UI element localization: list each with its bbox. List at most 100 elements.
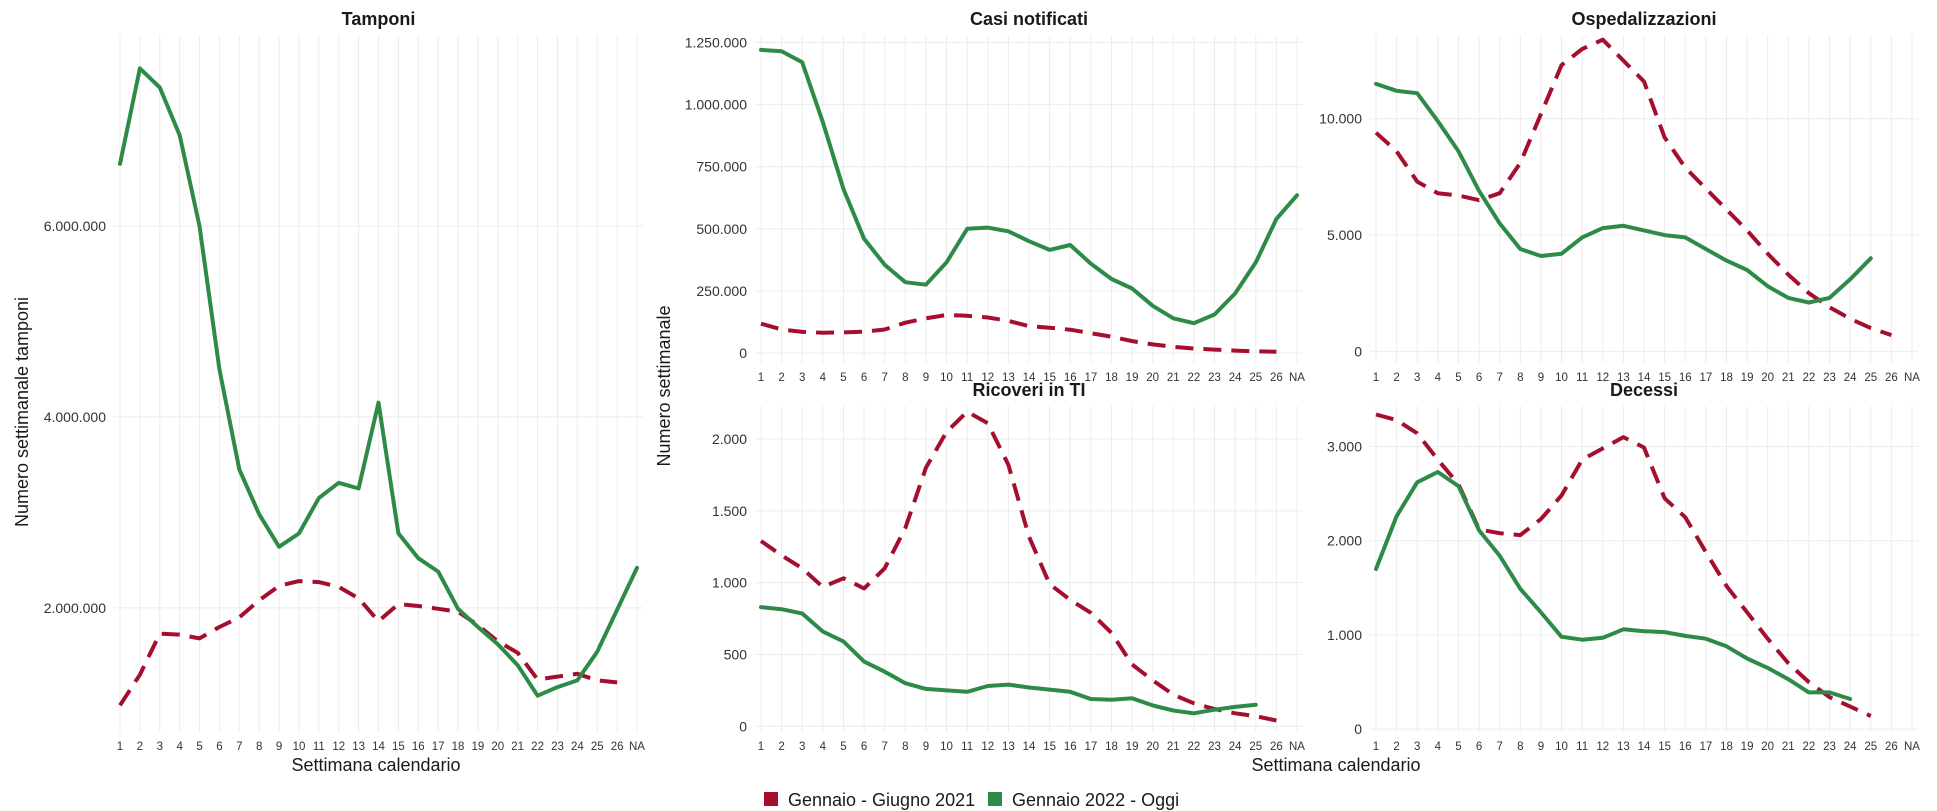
x-tick-label: 2 bbox=[1393, 741, 1399, 753]
x-tick-label: 24 bbox=[1229, 741, 1242, 753]
x-tick-label: 15 bbox=[1658, 372, 1671, 384]
y-tick-label: 1.000 bbox=[1327, 627, 1362, 643]
x-tick-label: 14 bbox=[1023, 741, 1036, 753]
x-tick-label: 4 bbox=[820, 372, 827, 384]
x-tick-label: 7 bbox=[881, 741, 887, 753]
x-tick-label: NA bbox=[1904, 372, 1920, 384]
x-tick-label: 6 bbox=[1476, 741, 1482, 753]
x-tick-label: NA bbox=[1289, 741, 1305, 753]
x-tick-label: 11 bbox=[961, 741, 973, 753]
x-tick-label: 19 bbox=[1741, 372, 1754, 384]
x-tick-label: 4 bbox=[176, 741, 183, 753]
x-tick-label: 23 bbox=[551, 741, 564, 753]
y-tick-label: 250.000 bbox=[696, 283, 747, 299]
x-tick-label: 2 bbox=[778, 741, 784, 753]
x-tick-label: 21 bbox=[1167, 372, 1180, 384]
x-tick-label: 12 bbox=[332, 741, 345, 753]
y-tick-label: 1.000 bbox=[712, 575, 747, 591]
x-tick-label: 16 bbox=[412, 741, 425, 753]
x-tick-label: 4 bbox=[1435, 741, 1442, 753]
x-tick-label: 3 bbox=[1414, 372, 1420, 384]
series-line-gennaio-giugno-2021 bbox=[759, 409, 1277, 723]
y-tick-label: 6.000.000 bbox=[44, 218, 106, 234]
x-tick-label: 26 bbox=[1885, 741, 1898, 753]
x-tick-label: 14 bbox=[1638, 741, 1651, 753]
x-tick-label: 5 bbox=[1455, 741, 1461, 753]
x-tick-label: 22 bbox=[1803, 741, 1816, 753]
x-tick-label: 12 bbox=[1596, 372, 1609, 384]
x-tick-label: 24 bbox=[1844, 741, 1857, 753]
x-tick-label: 19 bbox=[1741, 741, 1754, 753]
y-axis-title-right: Numero settimanale bbox=[654, 305, 674, 466]
x-tick-label: 11 bbox=[961, 372, 973, 384]
y-axis-title-left: Numero settimanale tamponi bbox=[12, 297, 32, 527]
y-tick-label: 2.000 bbox=[712, 431, 747, 447]
x-tick-label: 18 bbox=[1720, 741, 1733, 753]
panel-title-ricoveri-in-ti: Ricoveri in TI bbox=[972, 380, 1085, 400]
x-tick-label: 5 bbox=[196, 741, 202, 753]
x-axis-title-left: Settimana calendario bbox=[291, 755, 460, 775]
x-tick-label: 13 bbox=[352, 741, 365, 753]
x-tick-label: 8 bbox=[902, 741, 908, 753]
x-tick-label: 13 bbox=[1617, 741, 1630, 753]
x-tick-label: 16 bbox=[1679, 372, 1692, 384]
x-tick-label: 12 bbox=[981, 741, 994, 753]
y-tick-label: 1.250.000 bbox=[685, 34, 747, 50]
x-tick-label: 20 bbox=[1761, 741, 1774, 753]
x-tick-label: 11 bbox=[1576, 372, 1588, 384]
x-tick-label: NA bbox=[1289, 372, 1305, 384]
x-tick-label: 21 bbox=[1167, 741, 1180, 753]
x-tick-label: 25 bbox=[591, 741, 604, 753]
x-tick-label: 23 bbox=[1823, 372, 1836, 384]
series-line-gennaio-2022-oggi bbox=[1374, 81, 1873, 305]
legend-swatch-2021 bbox=[764, 792, 778, 806]
x-tick-label: 22 bbox=[1803, 372, 1816, 384]
y-tick-label: 500 bbox=[724, 646, 748, 662]
x-tick-label: 13 bbox=[1002, 741, 1015, 753]
series-line-gennaio-2022-oggi bbox=[1374, 470, 1853, 701]
x-tick-label: 9 bbox=[1538, 372, 1544, 384]
x-tick-label: 20 bbox=[491, 741, 504, 753]
x-tick-label: 2 bbox=[137, 741, 143, 753]
x-tick-label: 12 bbox=[981, 372, 994, 384]
panel-title-decessi: Decessi bbox=[1610, 380, 1678, 400]
x-tick-label: 9 bbox=[276, 741, 282, 753]
x-tick-label: 21 bbox=[1782, 741, 1795, 753]
x-tick-label: 7 bbox=[236, 741, 242, 753]
x-tick-label: 16 bbox=[1679, 741, 1692, 753]
x-tick-label: 14 bbox=[372, 741, 385, 753]
x-tick-label: 1 bbox=[117, 741, 123, 753]
x-tick-label: 8 bbox=[1517, 372, 1523, 384]
panel-title-ospedalizzazioni: Ospedalizzazioni bbox=[1571, 9, 1716, 29]
x-tick-label: 9 bbox=[1538, 741, 1544, 753]
x-tick-label: 17 bbox=[432, 741, 445, 753]
x-tick-label: 6 bbox=[861, 372, 867, 384]
x-tick-label: 19 bbox=[472, 741, 485, 753]
x-tick-label: NA bbox=[629, 741, 645, 753]
x-tick-label: 4 bbox=[820, 741, 827, 753]
x-tick-label: 18 bbox=[1105, 741, 1118, 753]
panel-casi-notificati: Casi notificati 0 250.000 500.000 750.000 1.0… bbox=[685, 9, 1306, 384]
x-tick-label: 4 bbox=[1435, 372, 1442, 384]
x-tick-label: 8 bbox=[1517, 741, 1523, 753]
y-tick-label: 500.000 bbox=[696, 221, 747, 237]
series-line-gennaio-2022-oggi bbox=[118, 66, 639, 698]
x-tick-label: 10 bbox=[940, 741, 953, 753]
x-tick-label: 13 bbox=[1002, 372, 1015, 384]
x-tick-label: 8 bbox=[902, 372, 908, 384]
x-tick-label: 22 bbox=[1188, 741, 1201, 753]
x-tick-label: 7 bbox=[881, 372, 887, 384]
x-tick-label: 11 bbox=[313, 741, 325, 753]
y-tick-label: 0 bbox=[1354, 721, 1362, 737]
x-tick-label: 20 bbox=[1146, 372, 1159, 384]
x-tick-label: 12 bbox=[1596, 741, 1609, 753]
x-tick-label: 10 bbox=[940, 372, 953, 384]
y-tick-label: 5.000 bbox=[1327, 227, 1362, 243]
legend-label-2022: Gennaio 2022 - Oggi bbox=[1012, 790, 1179, 810]
x-tick-label: 25 bbox=[1864, 741, 1877, 753]
x-tick-label: 21 bbox=[1782, 372, 1795, 384]
x-tick-label: 16 bbox=[1064, 741, 1077, 753]
